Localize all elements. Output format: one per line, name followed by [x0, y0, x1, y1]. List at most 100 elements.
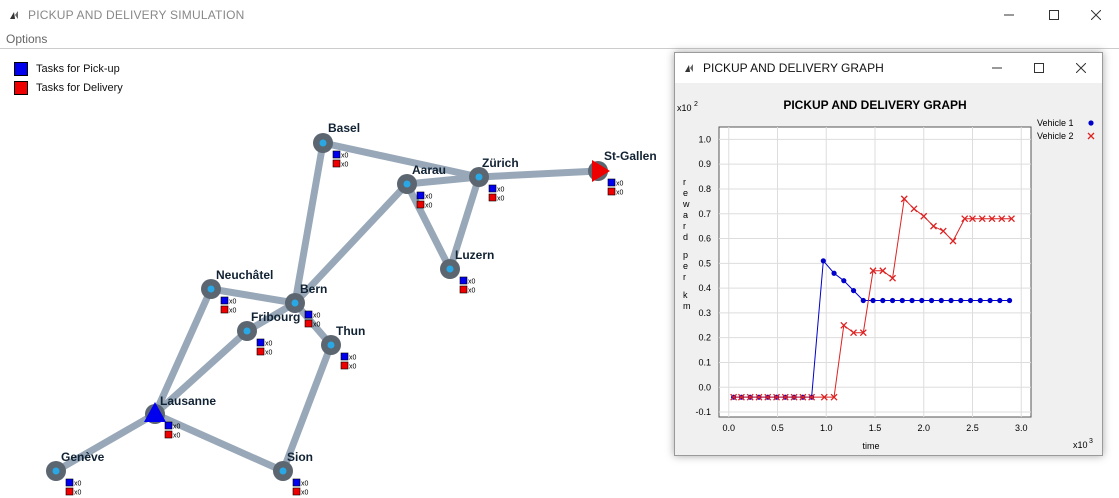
city-label: Basel — [328, 121, 360, 135]
map-canvas: Basel x0 x0 Aarau x0 x0 Zürich x0 x0 St-Gallen x0 x… — [0, 48, 1119, 498]
road — [151, 327, 251, 418]
data-point — [928, 297, 935, 304]
data-point — [831, 270, 837, 276]
road — [319, 139, 483, 181]
delivery-task-box — [459, 285, 468, 294]
pickup-count: x0 — [468, 279, 476, 286]
data-point — [764, 393, 772, 401]
y-tick-label: -0.1 — [695, 407, 711, 417]
pickup-count: x0 — [349, 355, 357, 362]
data-point — [1008, 215, 1015, 223]
city-center-dot — [446, 265, 454, 273]
road — [279, 341, 335, 475]
graph-close-button[interactable] — [1058, 53, 1104, 83]
y-tick-label: 0.8 — [698, 184, 711, 194]
data-point — [830, 393, 838, 401]
pickup-task-box — [340, 352, 349, 361]
city-node[interactable]: Sion x0 x0 — [273, 450, 313, 497]
city-label: Thun — [336, 324, 365, 338]
data-point — [820, 258, 826, 264]
data-point — [730, 393, 738, 401]
menu-options[interactable]: Options — [6, 32, 48, 46]
close-icon — [1091, 10, 1101, 20]
graph-window[interactable]: PICKUP AND DELIVERY GRAPH PICKUP AND DEL… — [674, 52, 1103, 456]
maximize-button[interactable] — [1031, 0, 1077, 30]
data-point — [939, 227, 947, 235]
city-node[interactable]: Fribourg x0 x0 — [237, 310, 300, 357]
pickup-count: x0 — [265, 341, 273, 348]
x-tick-label: 0.0 — [722, 423, 735, 433]
data-point — [949, 237, 957, 245]
data-point — [987, 297, 993, 304]
data-point — [969, 215, 976, 223]
pickup-task-box — [488, 184, 497, 193]
x-exponent: 3 — [1089, 438, 1093, 445]
y-exponent-label: x10 — [677, 103, 692, 113]
city-label: Zürich — [482, 156, 519, 170]
data-point — [840, 321, 848, 329]
data-point — [938, 297, 944, 304]
road — [207, 285, 299, 307]
x-tick-label: 3.0 — [1015, 423, 1028, 433]
city-node[interactable]: Aarau x0 x0 — [397, 163, 446, 210]
y-tick-label: 0.0 — [698, 382, 711, 392]
data-point — [808, 393, 816, 401]
road — [403, 180, 454, 273]
x-exponent-label: x10 — [1073, 440, 1088, 450]
data-point — [880, 297, 886, 304]
minimize-button[interactable] — [986, 0, 1032, 30]
delivery-task-box — [332, 159, 341, 168]
city-node[interactable]: Bern x0 x0 — [285, 282, 327, 329]
close-button[interactable] — [1073, 0, 1119, 30]
city-label: Luzern — [455, 248, 494, 262]
data-point — [998, 215, 1006, 223]
data-point — [746, 393, 754, 401]
map-legend: Tasks for Pick-up Tasks for Delivery — [14, 59, 123, 97]
city-node[interactable]: Zürich x0 x0 — [469, 156, 519, 203]
city-node[interactable]: Basel x0 x0 — [313, 121, 360, 169]
delivery-task-box — [416, 200, 425, 209]
delivery-count: x0 — [616, 190, 624, 197]
menubar: Options — [0, 30, 1119, 48]
graph-titlebar[interactable]: PICKUP AND DELIVERY GRAPH — [675, 53, 1102, 83]
data-point — [988, 215, 996, 223]
pickup-count: x0 — [74, 481, 82, 488]
data-point — [859, 329, 867, 337]
city-node[interactable]: Neuchâtel x0 x0 — [201, 268, 273, 315]
city-node[interactable]: Luzern x0 x0 — [440, 248, 494, 295]
pickup-task-box — [256, 338, 265, 347]
city-center-dot — [403, 180, 411, 188]
java-app-icon — [685, 64, 693, 72]
delivery-task-box — [164, 430, 173, 439]
pickup-count: x0 — [229, 299, 237, 306]
graph-minimize-button[interactable] — [974, 53, 1020, 83]
pickup-swatch — [14, 61, 28, 76]
legend-item-pickup: Tasks for Pick-up — [14, 59, 123, 78]
delivery-count: x0 — [313, 322, 321, 329]
city-node[interactable]: Genève x0 x0 — [46, 450, 105, 497]
x-tick-label: 1.0 — [820, 423, 833, 433]
data-point — [799, 393, 807, 401]
graph-maximize-button[interactable] — [1016, 53, 1062, 83]
legend-entry: Vehicle 1 — [1037, 118, 1074, 128]
maximize-icon — [1034, 63, 1044, 73]
city-label: Aarau — [412, 163, 446, 177]
y-tick-label: 0.6 — [698, 234, 711, 244]
data-point — [781, 393, 789, 401]
data-point — [850, 287, 857, 294]
city-node[interactable]: Thun x0 x0 — [321, 324, 365, 371]
reward-chart: PICKUP AND DELIVERY GRAPH 0.0 0.5 1.0 1.5 2.0… — [677, 98, 1095, 451]
roads — [52, 139, 602, 475]
data-point — [820, 393, 828, 401]
pickup-task-box — [416, 191, 425, 200]
data-point — [889, 297, 896, 304]
data-point — [958, 297, 964, 304]
road-network: Basel x0 x0 Aarau x0 x0 Zürich x0 x0 St-Gallen x0 x… — [46, 121, 657, 497]
data-point — [879, 267, 887, 275]
data-point — [850, 329, 858, 337]
chart-title: PICKUP AND DELIVERY GRAPH — [783, 98, 966, 112]
x-tick-label: 2.5 — [966, 423, 979, 433]
city-label: Neuchâtel — [216, 268, 273, 282]
data-point — [919, 297, 925, 304]
